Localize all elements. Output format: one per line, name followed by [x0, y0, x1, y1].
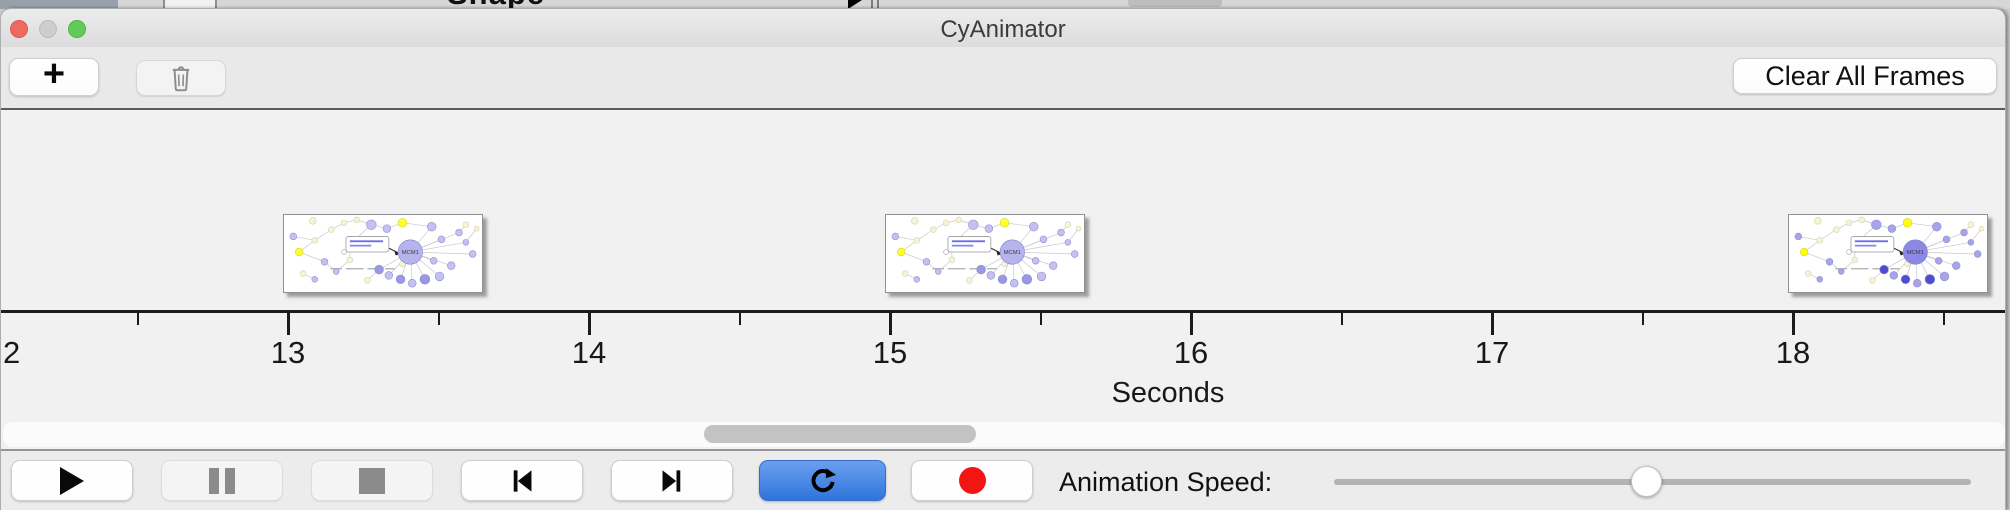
loop-button[interactable]: [759, 460, 886, 501]
timeline-scrollbar-thumb[interactable]: [704, 425, 976, 443]
controls-divider: [1, 449, 2005, 451]
axis-tick: [1491, 313, 1494, 335]
playback-bar: Animation Speed:: [1, 451, 2005, 510]
toolbar-divider: [1, 108, 2005, 110]
skip-to-end-button[interactable]: [611, 460, 733, 501]
record-icon: [958, 467, 986, 494]
pause-icon: [209, 467, 235, 494]
keyframe-thumbnail[interactable]: MCM1: [885, 214, 1085, 293]
animation-speed-slider-thumb[interactable]: [1631, 466, 1662, 497]
clear-all-frames-button[interactable]: Clear All Frames: [1733, 58, 1997, 94]
skip-to-start-icon: [513, 469, 532, 492]
axis-tick: [588, 313, 591, 335]
background-divider: [877, 0, 879, 9]
axis-minor-tick: [136, 313, 139, 325]
axis-minor-tick: [1641, 313, 1644, 325]
axis-tick-label: 18: [1775, 335, 1811, 370]
delete-frame-button[interactable]: [136, 60, 226, 96]
cyanimator-window: CyAnimator + Clear All Frames 2 Seconds …: [0, 8, 2006, 510]
axis-unit-label: Seconds: [1111, 377, 1225, 409]
frame-toolbar: + Clear All Frames: [1, 47, 2005, 108]
hub-node-label: MCM1: [402, 250, 419, 256]
timeline-panel[interactable]: 2 Seconds 13 14 15 16 17 18 MCM1 MCM1 MCM1: [1, 110, 2005, 451]
hub-node-label: MCM1: [1907, 250, 1924, 256]
stop-button[interactable]: [311, 460, 433, 501]
axis-tick-label: 17: [1474, 335, 1510, 370]
zoom-button[interactable]: [68, 20, 86, 38]
animation-speed-slider[interactable]: [1334, 466, 1971, 497]
axis-minor-tick: [738, 313, 741, 325]
axis-minor-tick: [1942, 313, 1945, 325]
plus-icon: +: [42, 52, 66, 95]
skip-to-start-button[interactable]: [461, 460, 583, 501]
axis-minor-tick: [1340, 313, 1343, 325]
axis-tick: [1190, 313, 1193, 335]
timeline-scrollbar-track[interactable]: [3, 422, 2005, 447]
play-icon: [60, 466, 84, 495]
axis-minor-tick: [1039, 313, 1042, 325]
stop-icon: [359, 467, 385, 494]
title-bar: CyAnimator: [1, 9, 2005, 47]
clear-all-frames-label: Clear All Frames: [1765, 60, 1965, 91]
background-triangle-mark: [848, 0, 862, 9]
axis-tick-label: 13: [270, 335, 306, 370]
axis-tick: [889, 313, 892, 335]
axis-tick-label: 15: [872, 335, 908, 370]
background-scrollbar-fragment: [1128, 0, 1222, 7]
trash-icon: [172, 66, 190, 92]
background-panel-fragment: [0, 0, 118, 9]
hub-node-label: MCM1: [1004, 250, 1021, 256]
background-divider: [871, 0, 873, 9]
minimize-button[interactable]: [39, 20, 57, 38]
pause-button[interactable]: [161, 460, 283, 501]
background-window-strip: Shape: [0, 0, 2010, 9]
record-button[interactable]: [911, 460, 1033, 501]
axis-tick: [1792, 313, 1795, 335]
keyframe-thumbnail[interactable]: MCM1: [283, 214, 483, 293]
animation-speed-label: Animation Speed:: [1059, 467, 1273, 497]
window-title: CyAnimator: [940, 16, 1066, 43]
axis-tick: [287, 313, 290, 335]
play-button[interactable]: [11, 460, 133, 501]
background-shape-label: Shape: [447, 0, 545, 9]
axis-tick-label: 14: [571, 335, 607, 370]
loop-icon: [811, 467, 836, 492]
close-button[interactable]: [10, 20, 28, 38]
background-button-fragment: [163, 0, 217, 9]
axis-tick-label: 16: [1173, 335, 1209, 370]
add-frame-button[interactable]: +: [9, 53, 99, 96]
skip-to-end-icon: [662, 469, 681, 492]
axis-tick-label: 2: [3, 335, 21, 370]
axis-minor-tick: [437, 313, 440, 325]
keyframe-thumbnail[interactable]: MCM1: [1788, 214, 1988, 293]
time-axis: [1, 310, 2005, 313]
